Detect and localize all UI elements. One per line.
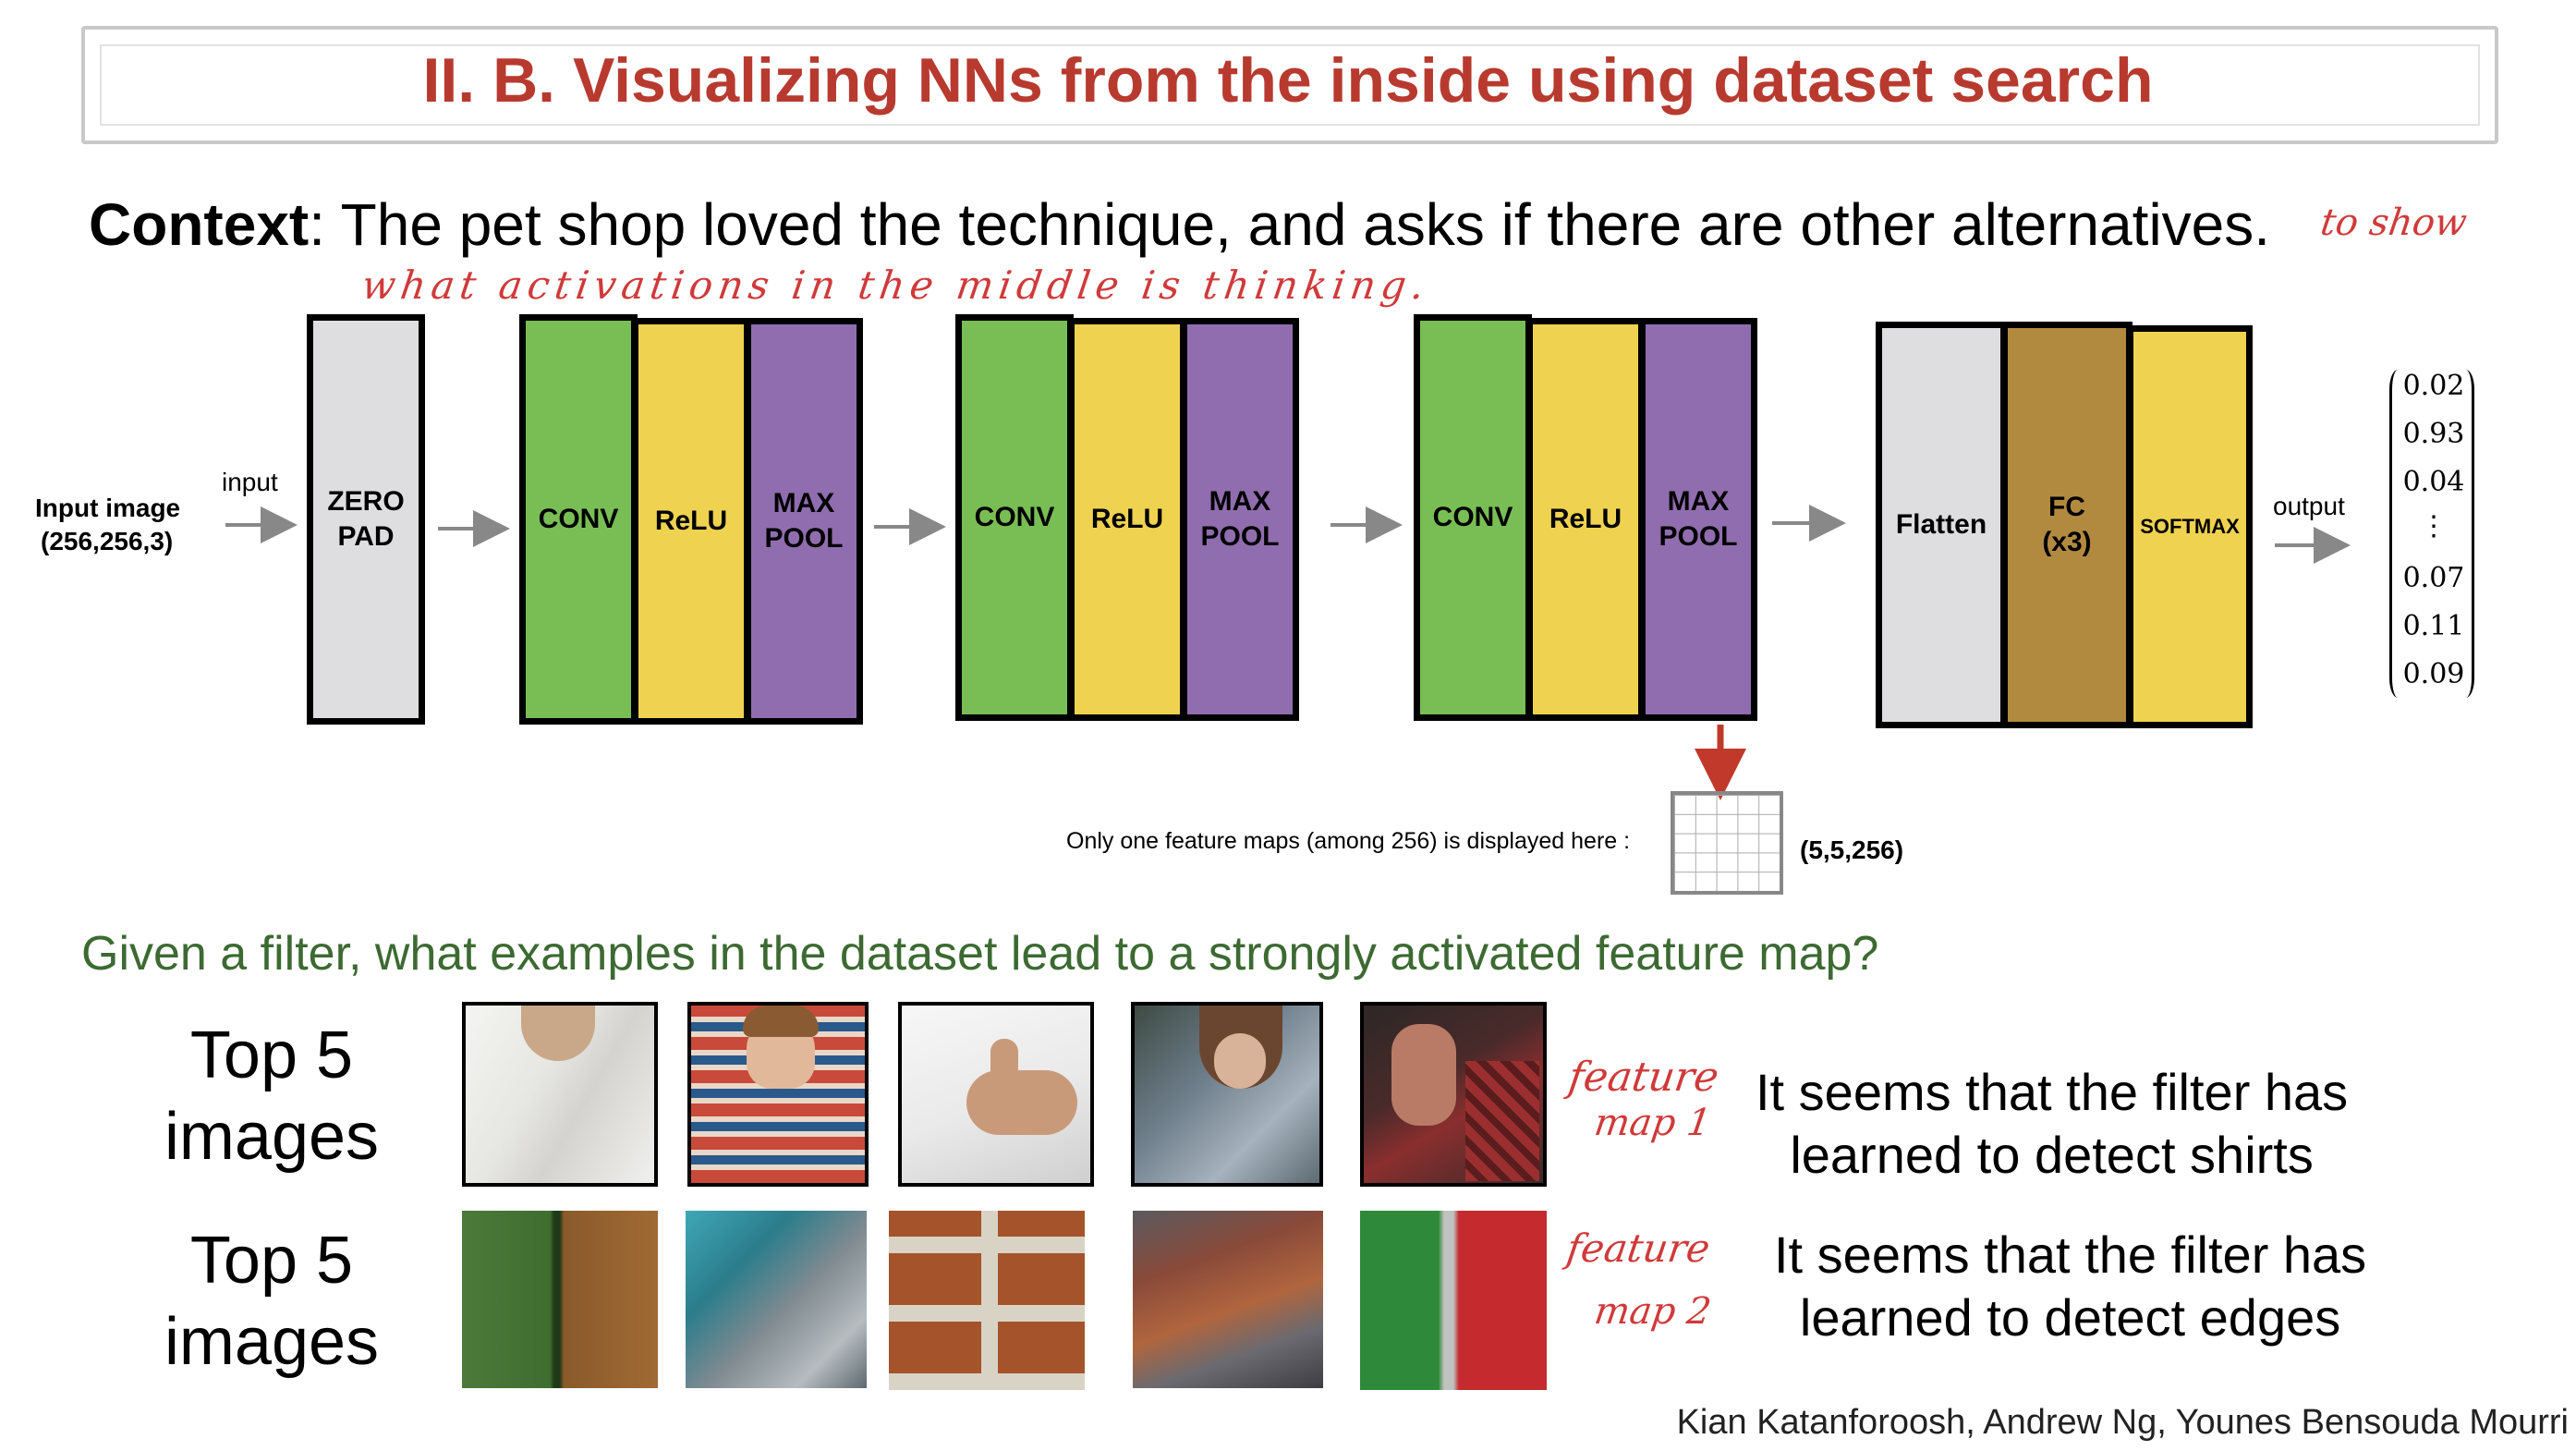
arm-shape [1391, 1024, 1456, 1126]
green-brown-edge-patch [462, 1211, 658, 1388]
red-plaid-shirt-photo [1360, 1002, 1547, 1187]
relu-block-3: ReLU [1526, 318, 1645, 721]
row1-label-2: images [164, 1100, 380, 1174]
output-value: 0.02 [2402, 370, 2465, 402]
row1-conclusion-2: learned to detect shirts [1790, 1126, 2314, 1184]
output-ellipsis: ⋮ [2420, 510, 2448, 543]
question-text: Given a filter, what examples in the dat… [81, 927, 1879, 981]
conv-block-2: CONV [955, 314, 1074, 721]
feature-map-caption: Only one feature maps (among 256) is dis… [1066, 828, 1631, 854]
maxpool-block-1: MAX POOL [745, 318, 863, 725]
maxpool-label-2: POOL [764, 523, 844, 554]
maxpool-label-2: POOL [1200, 521, 1280, 552]
input-image-shape: (256,256,3) [41, 527, 174, 555]
network-arrows [225, 505, 2351, 800]
conv-label: CONV [1432, 502, 1513, 532]
maxpool-label-1: MAX [772, 488, 835, 518]
output-value: 0.09 [2402, 658, 2465, 690]
conv-label: CONV [538, 504, 619, 534]
row2-label-1: Top 5 [189, 1224, 354, 1298]
thumb-shape [990, 1039, 1018, 1085]
row2-conclusion: It seems that the filter has learned to … [1774, 1224, 2366, 1349]
maxpool-block-3: MAX POOL [1639, 318, 1757, 721]
row1-conclusion: It seems that the filter has learned to … [1756, 1061, 2348, 1187]
plaid-shirt-boy-photo [687, 1002, 869, 1187]
conv-label: CONV [974, 502, 1055, 532]
zero-pad-label-1: ZERO [327, 486, 405, 517]
neck-shape [521, 1006, 595, 1061]
row1-conclusion-1: It seems that the filter has [1756, 1063, 2349, 1121]
zero-pad-label-2: PAD [337, 521, 395, 552]
handwritten-feature-map1-line1: feature [1565, 1054, 1722, 1101]
title-frame [81, 26, 2498, 144]
maxpool-label-2: POOL [1659, 521, 1738, 552]
softmax-block: SOFTMAX [2127, 325, 2253, 728]
hair-shape [743, 1006, 819, 1037]
context-label: Context [89, 191, 310, 258]
relu-label: ReLU [1549, 504, 1622, 534]
handwritten-feature-map2-line1: feature [1563, 1225, 1713, 1271]
feature-map-shape: (5,5,256) [1800, 835, 1904, 864]
handwritten-feature-map2-line2: map 2 [1591, 1290, 1714, 1333]
output-value: 0.11 [2402, 610, 2465, 642]
maxpool-label-1: MAX [1667, 486, 1730, 517]
flatten-block: Flatten [1876, 322, 2007, 728]
output-vector: 0.02 0.93 0.04 ⋮ 0.07 0.11 0.09 [2389, 370, 2474, 702]
handwritten-feature-map1-line2: map 1 [1591, 1102, 1714, 1144]
input-arrow-label: input [222, 468, 278, 496]
teal-blur-patch [686, 1211, 867, 1388]
output-vector-left-paren [2389, 370, 2411, 698]
output-value: 0.04 [2402, 466, 2465, 498]
row2-conclusion-2: learned to detect edges [1799, 1288, 2341, 1347]
denim-shirt-woman-photo [1131, 1002, 1323, 1187]
face-shape [1214, 1033, 1266, 1089]
input-image-label: Input image [35, 494, 181, 522]
conv-block-3: CONV [1414, 314, 1532, 721]
zero-pad-block: ZERO PAD [307, 314, 425, 725]
row2-label: Top 5 images [133, 1220, 410, 1383]
relu-label: ReLU [1090, 504, 1164, 534]
author-credit: Kian Katanforoosh, Andrew Ng, Younes Ben… [1676, 1403, 2569, 1442]
fc-label-2: (x3) [2042, 527, 2092, 557]
maxpool-label-1: MAX [1209, 486, 1271, 517]
output-value: 0.07 [2402, 562, 2465, 594]
relu-block-1: ReLU [632, 318, 750, 725]
row1-label: Top 5 images [133, 1015, 410, 1177]
conv-block-1: CONV [519, 314, 638, 725]
softmax-label: SOFTMAX [2140, 515, 2240, 538]
relu-block-2: ReLU [1068, 318, 1186, 721]
output-arrow-label: output [2273, 492, 2345, 520]
white-shirt-photo [462, 1002, 658, 1187]
flatten-label: Flatten [1895, 509, 1987, 540]
slide-title: II. B. Visualizing NNs from the inside u… [422, 45, 2154, 116]
title-frame-inner [100, 44, 2480, 126]
fc-block: FC (x3) [2001, 322, 2132, 728]
row2-label-2: images [164, 1305, 380, 1379]
output-vector-right-paren [2453, 370, 2474, 698]
row1-label-1: Top 5 [189, 1018, 354, 1092]
mortar-line [981, 1211, 998, 1390]
fc-label-1: FC [2047, 492, 2085, 522]
feature-map-grid [1671, 791, 1783, 895]
green-red-edge-patch [1360, 1211, 1547, 1390]
brick-wall-patch [889, 1211, 1085, 1390]
maxpool-block-2: MAX POOL [1181, 318, 1299, 721]
output-value: 0.93 [2402, 418, 2465, 450]
hand-shape [966, 1070, 1077, 1135]
white-tshirt-thumbs-up-photo [898, 1002, 1094, 1187]
context-text: : The pet shop loved the technique, and … [309, 191, 2271, 258]
stone-brick-patch [1133, 1211, 1323, 1388]
relu-label: ReLU [654, 506, 728, 536]
row2-conclusion-1: It seems that the filter has [1774, 1225, 2367, 1284]
context-line: Context: The pet shop loved the techniqu… [89, 190, 2270, 259]
plaid-shape [1465, 1061, 1539, 1181]
